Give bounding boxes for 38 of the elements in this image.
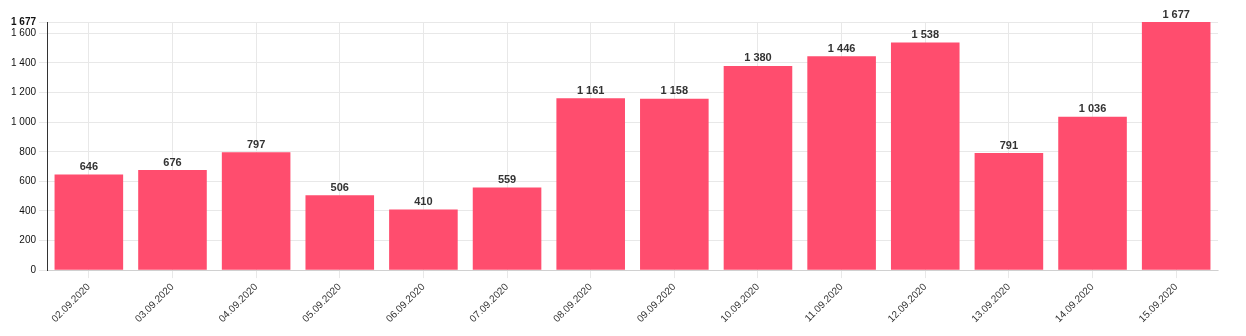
bar	[640, 98, 709, 270]
bar	[472, 187, 542, 270]
data-label: 506	[330, 180, 349, 193]
bar	[305, 195, 375, 270]
bar	[807, 56, 876, 270]
bar	[974, 153, 1044, 270]
bar	[221, 152, 291, 270]
y-tick-label: 1 400	[10, 56, 37, 68]
data-label: 797	[246, 137, 266, 150]
y-tick-label: 0	[30, 263, 37, 275]
data-label: 559	[497, 172, 517, 185]
data-label: 791	[999, 138, 1019, 151]
bar	[890, 42, 960, 270]
bar	[1141, 22, 1211, 270]
bar	[138, 170, 207, 270]
bar	[389, 209, 458, 270]
data-label: 1 538	[911, 28, 940, 41]
bar	[556, 98, 625, 270]
data-label: 1 036	[1078, 102, 1107, 115]
y-tick-label: 1 200	[10, 86, 37, 98]
bar	[1058, 116, 1127, 270]
data-label: 410	[414, 194, 433, 207]
bar	[54, 174, 124, 270]
y-tick-label: 600	[19, 175, 37, 187]
data-label: 1 158	[660, 84, 689, 97]
bar	[723, 65, 793, 270]
data-label: 1 380	[744, 51, 772, 64]
y-tick-label: 800	[19, 145, 37, 157]
y-tick-label: 200	[19, 234, 37, 246]
data-label: 646	[79, 160, 99, 173]
y-tick-label: 1 000	[10, 115, 37, 127]
y-tick-label: 400	[19, 204, 37, 216]
y-tick-label: 1 677	[10, 15, 37, 27]
y-tick-label: 1 600	[10, 27, 37, 39]
data-label: 1 161	[576, 83, 605, 96]
data-label: 1 446	[827, 41, 856, 54]
data-label: 1 677	[1162, 7, 1190, 20]
data-label: 676	[163, 155, 182, 168]
